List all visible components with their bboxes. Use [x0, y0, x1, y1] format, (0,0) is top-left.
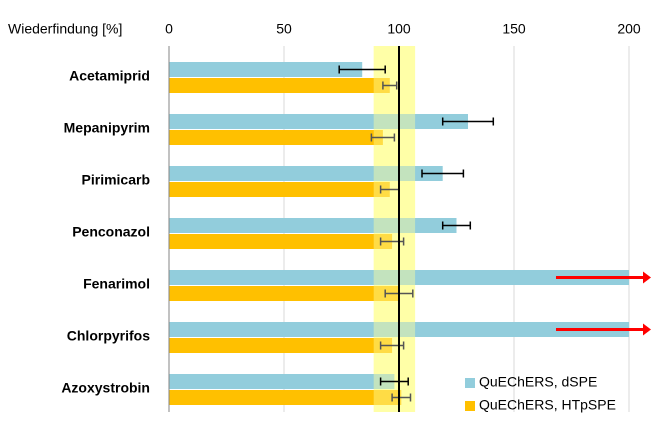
y-tick-label: Penconazol	[72, 224, 150, 240]
bar	[169, 374, 395, 389]
bar	[169, 182, 390, 197]
y-tick-label: Fenarimol	[83, 276, 150, 292]
y-tick-label: Mepanipyrim	[64, 120, 150, 136]
overflow-arrow-head	[643, 323, 651, 336]
bar	[169, 62, 363, 77]
error-bar	[391, 393, 412, 402]
error-bar	[379, 377, 409, 386]
x-tick-label: 200	[617, 21, 641, 37]
bar	[169, 338, 393, 353]
y-tick-label: Azoxystrobin	[61, 380, 150, 396]
error-bar	[441, 221, 472, 230]
legend-swatch	[465, 378, 475, 388]
bar	[169, 78, 390, 93]
bar	[169, 130, 383, 145]
x-tick-label: 50	[276, 21, 292, 37]
error-bar	[338, 65, 386, 74]
overflow-arrow-head	[643, 271, 651, 284]
x-tick-label: 100	[387, 21, 411, 37]
bar	[169, 234, 393, 249]
target-band-overlay	[373, 46, 416, 412]
y-tick-label: Acetamiprid	[69, 68, 150, 84]
bar	[169, 286, 399, 301]
bar	[169, 166, 443, 181]
error-bar	[441, 117, 495, 126]
bar	[169, 114, 468, 129]
error-bar	[382, 81, 398, 90]
error-bar	[370, 133, 396, 142]
legend-label: QuEChERS, HTpSPE	[479, 397, 616, 413]
error-bar	[421, 169, 465, 178]
axis-label: Wiederfindung [%]	[8, 21, 122, 37]
legend-label: QuEChERS, dSPE	[479, 374, 597, 390]
y-tick-label: Pirimicarb	[82, 172, 150, 188]
legend-swatch	[465, 401, 475, 411]
bar	[169, 218, 457, 233]
y-tick-label: Chlorpyrifos	[67, 328, 150, 344]
x-tick-label: 0	[165, 21, 173, 37]
bar	[169, 390, 402, 405]
x-tick-label: 150	[502, 21, 526, 37]
